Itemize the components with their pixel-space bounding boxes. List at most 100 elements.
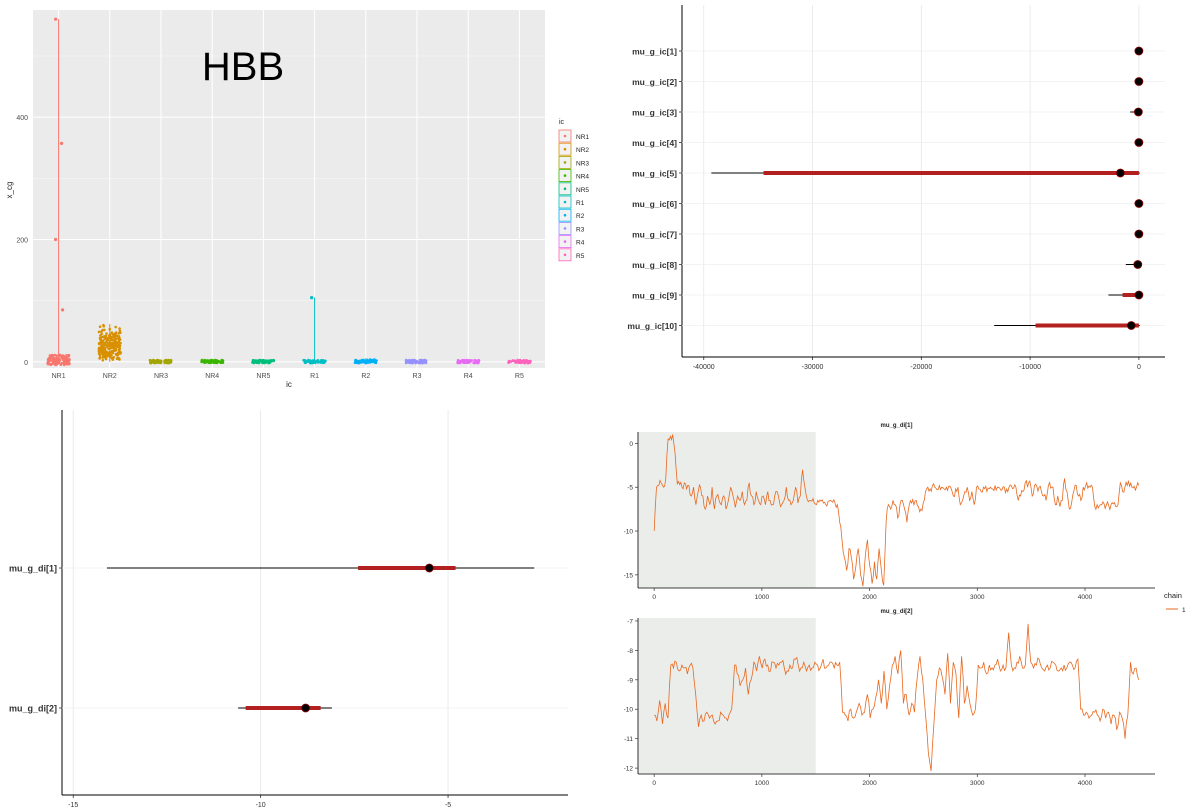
data-point [404,360,408,363]
x-axis-title: ic [286,380,292,389]
data-point [102,323,105,327]
legend-title: ic [559,119,565,126]
data-point [422,360,426,364]
data-point [111,346,115,350]
legend-label: NR1 [576,134,589,141]
data-point [251,359,255,362]
point-estimate [1134,77,1144,86]
x-tick-label: R5 [515,373,524,380]
y-tick-label: 0 [629,441,633,448]
data-point [252,361,256,364]
data-point [118,336,121,340]
data-point [310,359,314,363]
data-point [164,360,168,364]
data-point [99,347,103,351]
data-point [57,361,61,365]
data-group-nr2 [97,323,122,362]
legend-label: R3 [576,226,585,233]
x-tick-label: R2 [361,373,370,380]
point-estimate [1134,229,1144,239]
data-point [209,360,213,364]
data-point [54,363,58,366]
data-point [106,343,109,347]
data-point [109,342,113,345]
data-point [465,361,469,365]
data-group-r3 [404,358,428,365]
data-point [356,361,359,365]
legend-label: R4 [576,240,585,247]
data-point [48,354,52,357]
data-point [109,336,113,339]
legend-point [563,213,567,217]
row-label: mu_g_ic[6] [632,199,677,209]
data-point [114,325,117,329]
data-point [118,358,121,361]
data-group-nr3 [148,358,173,365]
data-point [264,360,267,364]
data-point [114,340,117,343]
data-point [98,357,101,360]
data-point [105,332,108,335]
data-point [106,338,110,342]
data-point [512,359,516,363]
outlier-point [54,237,58,242]
x-tick-label: 3000 [970,780,985,787]
point-estimate [1133,107,1143,117]
data-point [168,361,172,364]
data-point [217,360,220,363]
data-group-r1 [302,297,327,365]
x-tick-label: 4000 [1078,780,1093,787]
x-tick-label: NR4 [205,373,219,380]
x-tick-label: R4 [464,373,473,380]
warmup-region [638,618,816,774]
data-point [158,360,161,364]
trace-plot-2: mu_g_di[2] 0 1000 2000 3000 4000 -7 -8 -9 -10 -11 -… [624,609,1155,787]
data-point [112,355,115,359]
x-tick-label: -40000 [693,364,715,371]
x-tick-label: 4000 [1078,594,1093,601]
data-point [99,337,102,340]
legend-point [563,240,567,243]
data-point [97,347,101,351]
data-point [51,359,54,363]
data-point [465,358,469,362]
data-point [373,361,377,364]
data-point [110,353,113,357]
data-group-nr1 [46,19,71,367]
data-point [119,331,122,335]
data-point [115,345,119,349]
y-tick-label: 400 [16,115,28,122]
data-point [515,360,519,363]
row-label: mu_g_ic[9] [632,291,677,301]
data-point [519,361,522,364]
x-tick-label: 0 [652,594,656,601]
legend-point [563,187,567,191]
data-point [521,360,525,364]
data-point [258,360,262,363]
row-label: mu_g_ic[2] [632,77,677,87]
data-point [476,361,479,365]
y-tick-label: -8 [627,648,633,655]
data-point [220,359,223,363]
row-label: mu_g_ic[8] [632,260,677,270]
data-point [61,358,65,362]
data-point [200,358,204,362]
data-point [525,358,528,362]
x-tick-label: 1000 [755,594,770,601]
data-point [106,336,110,340]
data-point [58,354,62,357]
data-point [369,358,373,362]
data-point [115,357,119,361]
data-point [319,361,323,364]
row-label: mu_g_di[2] [9,704,57,714]
row-label: mu_g_ic[3] [632,108,677,118]
data-point [303,359,307,362]
point-estimate [1133,260,1143,269]
row-label: mu_g_di[1] [9,564,57,574]
data-point [62,354,65,358]
point-estimate [1115,168,1125,178]
legend-point [563,134,567,138]
interval-plot-di-panel: -15 -10 -5 mu_g_di[1] mu_g_di[2] [9,410,568,809]
point-estimate [1134,46,1144,56]
point-estimate [1126,321,1136,330]
